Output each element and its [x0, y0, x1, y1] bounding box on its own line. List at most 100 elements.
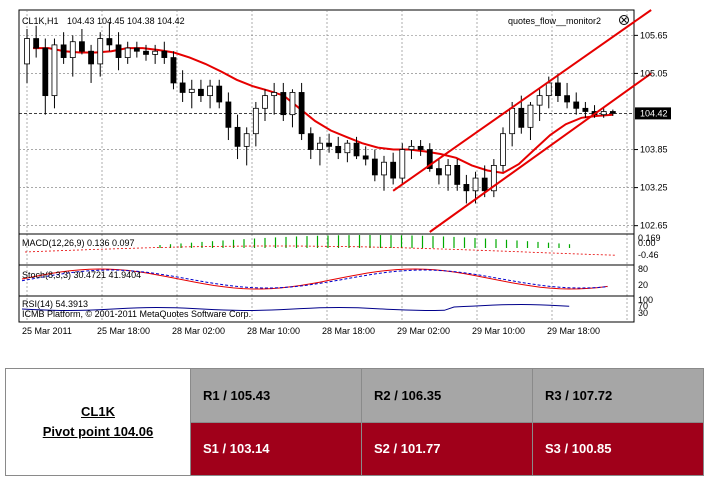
- candle-body: [536, 95, 543, 106]
- grid-layer: [19, 10, 634, 322]
- rsi-label: RSI(14) 54.3913: [22, 299, 88, 309]
- current-price-label: 104.42: [640, 108, 668, 118]
- candle-body: [390, 161, 397, 179]
- candle-body: [472, 177, 479, 192]
- channel-layer: [392, 9, 652, 233]
- candle-body: [60, 44, 67, 58]
- copyright-text: ICMB Platform, © 2001-2011 MetaQuotes So…: [22, 309, 251, 319]
- candle-body: [24, 38, 30, 65]
- resistance-2: R2 / 106.35: [361, 368, 533, 423]
- chart-ohlc: 104.43 104.45 104.38 104.42: [67, 16, 185, 26]
- time-tick-label: 29 Mar 18:00: [547, 326, 600, 336]
- stoch-main-line: [21, 268, 608, 290]
- candle-body: [317, 142, 323, 150]
- candle-body: [280, 92, 287, 116]
- candle-body: [490, 164, 497, 192]
- candle-body: [362, 155, 369, 160]
- resistance-1: R1 / 105.43: [190, 368, 362, 423]
- candle-body: [408, 145, 415, 150]
- candle-body: [188, 88, 195, 93]
- candle-body: [500, 133, 506, 166]
- chart-watermark: quotes_flow__monitor2: [508, 16, 601, 26]
- pivot-symbol-cell: CL1K Pivot point 104.06: [5, 368, 191, 476]
- price-tick-label: 105.05: [640, 68, 668, 78]
- candle-body: [326, 142, 332, 147]
- candle-body: [426, 149, 433, 169]
- candle-body: [97, 38, 104, 65]
- price-tick-label: 103.25: [640, 183, 668, 193]
- candle-body: [198, 88, 204, 97]
- time-tick-label: 25 Mar 2011: [22, 326, 72, 336]
- rsi-tick-label: 100: [638, 295, 653, 305]
- resistance-3: R3 / 107.72: [532, 368, 704, 423]
- candle-body: [518, 107, 525, 128]
- candle-body: [371, 158, 378, 176]
- rsi-tick-label: 70: [638, 301, 648, 311]
- candle-body: [234, 126, 241, 147]
- time-tick-label: 29 Mar 10:00: [472, 326, 525, 336]
- candle-body: [88, 50, 94, 65]
- candle-body: [152, 50, 159, 55]
- candle-body: [124, 47, 131, 58]
- candle-body: [545, 82, 552, 97]
- chart-svg: 105.65 105.05 103.85 103.25 102.65 25 Mar 201…: [18, 9, 671, 336]
- stoch-tick-label: 80: [638, 264, 648, 274]
- pivot-table: CL1K Pivot point 104.06 R1 / 105.43 R2 /…: [5, 368, 704, 476]
- candle-body: [298, 92, 305, 135]
- candle-body: [509, 107, 516, 135]
- candle-body: [445, 164, 451, 176]
- candle-body: [115, 44, 122, 58]
- candle-body: [143, 50, 149, 55]
- support-2: S2 / 101.77: [361, 421, 533, 476]
- candle-body: [609, 111, 616, 114]
- candle-body: [335, 145, 342, 154]
- time-tick-label: 28 Mar 02:00: [172, 326, 225, 336]
- time-tick-label: 28 Mar 10:00: [247, 326, 300, 336]
- candle-body: [207, 85, 213, 97]
- macd-tick-label: 0.00: [638, 238, 656, 248]
- candle-body: [69, 41, 76, 58]
- candle-body: [225, 101, 232, 128]
- stoch-tick-label: 20: [638, 280, 648, 290]
- candle-body: [179, 82, 186, 93]
- candle-body: [106, 38, 113, 46]
- candle-body: [262, 95, 268, 109]
- candle-body: [307, 133, 314, 150]
- candle-body: [463, 184, 470, 192]
- candle-body: [573, 101, 580, 109]
- axis-layer: 105.65 105.05 103.85 103.25 102.65 25 Mar 201…: [22, 30, 671, 336]
- candle-body: [481, 177, 488, 192]
- candle-body: [417, 145, 424, 150]
- time-tick-label: 25 Mar 18:00: [97, 326, 150, 336]
- candle-body: [564, 95, 570, 103]
- chart-symbol: CL1K,H1: [22, 16, 59, 26]
- candle-body: [216, 85, 223, 103]
- price-tick-label: 102.65: [640, 221, 668, 231]
- price-tick-label: 103.85: [640, 145, 668, 155]
- candle-body: [353, 142, 360, 157]
- support-1: S1 / 103.14: [190, 421, 362, 476]
- stoch-label: Stoch(8,3,3) 30.4721 41.9404: [22, 270, 141, 280]
- channel-line: [392, 9, 652, 192]
- price-tick-label: 105.65: [640, 30, 668, 40]
- time-tick-label: 28 Mar 18:00: [322, 326, 375, 336]
- time-tick-label: 29 Mar 02:00: [397, 326, 450, 336]
- close-icon[interactable]: [619, 15, 629, 25]
- candle-body: [161, 50, 168, 58]
- candle-body: [170, 57, 177, 84]
- macd-tick-label: 0.169: [638, 233, 661, 243]
- candle-body: [381, 161, 387, 176]
- macd-label: MACD(12,26,9) 0.136 0.097: [22, 238, 135, 248]
- candle-body: [582, 107, 589, 112]
- candle-body: [436, 168, 442, 176]
- candle-body: [555, 82, 561, 97]
- candle-body: [252, 107, 259, 135]
- current-price-box: [635, 107, 671, 120]
- rsi-tick-label: 30: [638, 308, 648, 318]
- indicator-layer: [19, 233, 634, 311]
- candle-body: [133, 47, 140, 52]
- candle-body: [79, 41, 85, 52]
- candle-body: [600, 111, 607, 116]
- stoch-signal-line: [21, 269, 608, 289]
- channel-line: [429, 72, 652, 233]
